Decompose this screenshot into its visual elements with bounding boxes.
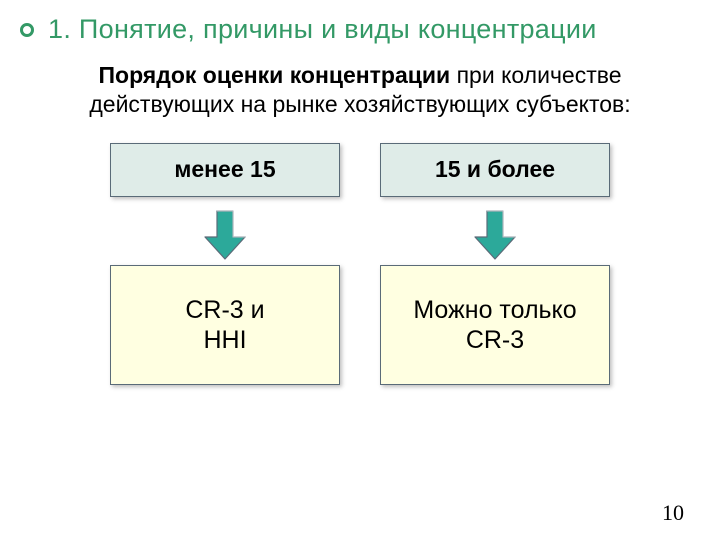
body-box-right: Можно только CR-3	[380, 265, 610, 385]
heading-left-text: менее 15	[174, 156, 275, 183]
subtitle-bold: Порядок оценки концентрации	[98, 62, 450, 88]
heading-right-text: 15 и более	[435, 156, 555, 183]
arrow-right	[473, 209, 517, 257]
slide-title: 1. Понятие, причины и виды концентрации	[48, 14, 597, 45]
heading-box-left: менее 15	[110, 143, 340, 197]
column-left: менее 15 CR-3 и HHI	[110, 143, 340, 385]
arrow-down-icon	[203, 209, 247, 261]
heading-box-right: 15 и более	[380, 143, 610, 197]
arrow-left	[203, 209, 247, 257]
columns-container: менее 15 CR-3 и HHI 15 и более Можно тол…	[0, 143, 720, 385]
bullet-icon	[20, 23, 34, 37]
page-number: 10	[662, 500, 684, 526]
body-box-left: CR-3 и HHI	[110, 265, 340, 385]
title-row: 1. Понятие, причины и виды концентрации	[0, 0, 720, 49]
body-left-text: CR-3 и HHI	[185, 295, 264, 355]
arrow-down-icon	[473, 209, 517, 261]
body-right-text: Можно только CR-3	[413, 295, 576, 355]
subtitle-block: Порядок оценки концентрации при количест…	[0, 49, 720, 125]
column-right: 15 и более Можно только CR-3	[380, 143, 610, 385]
